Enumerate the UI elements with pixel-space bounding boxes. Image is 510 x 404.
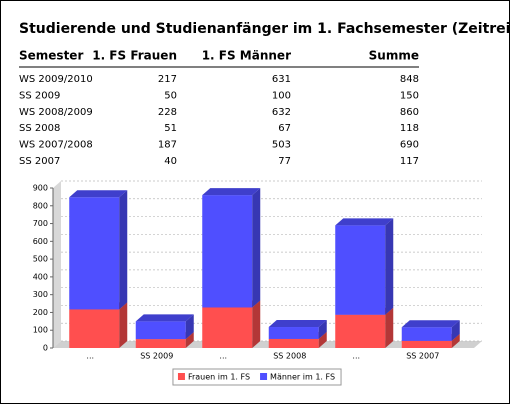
legend-swatch [177,373,185,380]
y-tick-label: 100 [33,326,48,335]
x-tick-label: ... [352,352,360,361]
x-tick-label: ... [86,352,94,361]
bar [401,327,452,341]
table-cell: WS 2007/2008 [19,140,93,151]
table-cell: 631 [272,74,291,85]
table-cell: 100 [272,90,291,101]
bar [268,327,319,339]
table-cell: SS 2008 [19,123,60,134]
bar-side [119,190,128,310]
bar [335,225,386,315]
legend-label: Frauen im 1. FS [188,373,250,382]
table-cell: WS 2008/2009 [19,107,93,118]
bar [69,197,120,310]
y-tick-label: 900 [33,184,48,193]
table-header: 1. FS Frauen [92,49,177,63]
bar [268,338,319,348]
legend-box [172,368,342,386]
bar-side [318,320,327,339]
bar-side [385,218,394,315]
x-tick-label: ... [219,352,227,361]
y-tick-label: 300 [33,290,48,299]
table-cell: 51 [164,123,177,134]
table-cell: SS 2007 [19,156,60,167]
bar-side [451,320,460,341]
bar-side [185,332,194,348]
table-cell: 50 [164,90,177,101]
bar-side [252,188,261,308]
bar [69,309,120,348]
y-tick-label: 500 [33,255,48,264]
table-cell: 117 [400,156,419,167]
table-cell: 228 [158,107,177,118]
bar-side [451,333,460,348]
table-cell: 118 [400,123,419,134]
table-cell: 187 [158,140,177,151]
legend-label: Männer im 1. FS [270,373,335,382]
left-wall [53,181,61,348]
y-tick-label: 700 [33,219,48,228]
page-title: Studierende und Studienanfänger im 1. Fa… [19,21,509,37]
table-cell: 860 [400,107,419,118]
table-header: 1. FS Männer [202,49,291,63]
bar [135,339,186,348]
table-cell: 40 [164,156,177,167]
bar-top [135,314,194,322]
y-tick-label: 600 [33,237,48,246]
x-tick-label: SS 2007 [406,352,439,361]
bar-side [385,307,394,348]
legend-swatch [260,373,268,380]
bar [401,340,452,348]
table-cell: 690 [400,140,419,151]
y-tick-label: 200 [33,308,48,317]
y-tick-label: 400 [33,272,48,281]
bar-side [318,331,327,348]
table-cell: 67 [278,123,291,134]
y-tick-label: 0 [43,344,48,353]
table-cell: 848 [400,74,419,85]
table-cell: 503 [272,140,291,151]
table-cell: SS 2009 [19,90,60,101]
bar-top [401,320,460,328]
bar-top [268,320,327,328]
table-cell: WS 2009/2010 [19,74,93,85]
bar [135,321,186,340]
table-cell: 77 [278,156,291,167]
bar-side [252,300,261,348]
bar-top [202,188,261,196]
table-cell: 217 [158,74,177,85]
bar [202,307,253,348]
x-tick-label: SS 2009 [140,352,173,361]
table-cell: 632 [272,107,291,118]
x-tick-label: SS 2008 [273,352,306,361]
bar-top [335,218,394,226]
table-header: Semester [19,49,83,63]
bar-side [119,302,128,348]
table-header: Summe [369,49,419,63]
bar-side [185,314,194,340]
legend: Frauen im 1. FS Männer im 1. FS [172,368,342,386]
table-cell: 150 [400,90,419,101]
bar-top [69,190,128,198]
y-tick-label: 800 [33,201,48,210]
bar [335,314,386,348]
bar [202,195,253,308]
